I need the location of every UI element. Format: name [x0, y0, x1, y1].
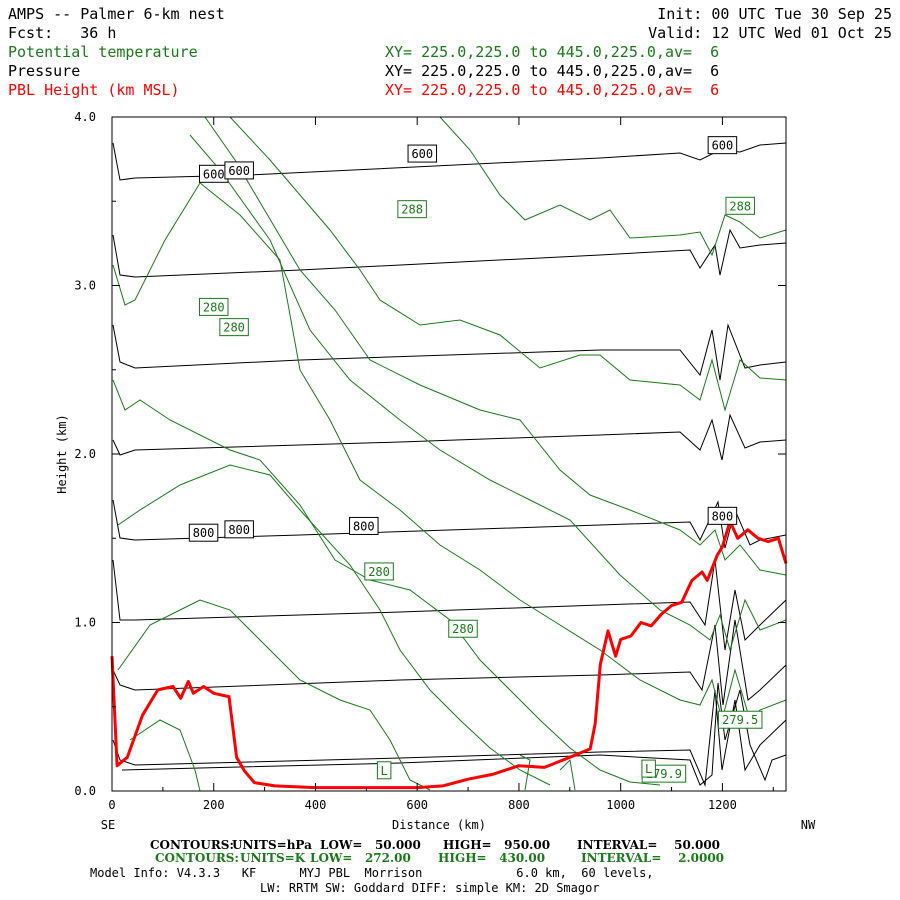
svg-text:288: 288 — [729, 199, 751, 213]
svg-text:280: 280 — [223, 321, 245, 335]
footer-theta-units: UNITS=K — [240, 851, 306, 865]
svg-text:800: 800 — [712, 509, 734, 523]
x-tick-label: 600 — [406, 798, 428, 812]
x-end-label-se: SE — [101, 818, 115, 832]
footer-pressure-low: LOW= 50.000 — [320, 838, 421, 852]
model-info-line2: LW: RRTM SW: Goddard DIFF: simple KM: 2D… — [260, 881, 600, 895]
x-tick-label: 1200 — [708, 798, 737, 812]
pressure-contour-label: 600 — [407, 144, 438, 163]
theta-contour — [439, 116, 787, 257]
theta-contour — [117, 464, 551, 786]
y-tick-label: 2.0 — [74, 447, 96, 461]
footer-theta-label: CONTOURS: — [155, 851, 239, 865]
theta-contour — [112, 379, 661, 786]
axes: 0 200 400 600 800 1000 1200 0.0 1.0 2.0 3.0 4.0 Dist… — [55, 110, 816, 832]
svg-text:288: 288 — [401, 203, 423, 217]
y-tick-label: 1.0 — [74, 616, 96, 630]
svg-text:800: 800 — [353, 519, 375, 533]
pressure-contour — [112, 323, 787, 381]
field-name-theta: Potential temperature — [8, 43, 198, 61]
theta-contour-label: 280 — [219, 318, 249, 337]
pressure-contour — [112, 689, 787, 787]
field-xy-theta: XY= 225.0,225.0 to 445.0,225.0,av= 6 — [385, 43, 720, 61]
svg-text:280: 280 — [452, 622, 474, 636]
theta-contour-label: 280 — [364, 562, 394, 581]
svg-text:L: L — [645, 762, 652, 776]
theta-contour — [117, 599, 431, 791]
footer-pressure-label: CONTOURS: — [150, 838, 234, 852]
theta-contour — [129, 719, 201, 792]
theta-contour — [204, 116, 787, 576]
svg-text:280: 280 — [368, 565, 390, 579]
footer-theta-high: HIGH= 430.00 — [438, 851, 546, 865]
pressure-contour-label: 600 — [707, 136, 738, 155]
footer-pressure-units: UNITS=hPa — [232, 838, 312, 852]
pressure-contour — [112, 499, 787, 549]
contour-lines — [112, 116, 787, 792]
pressure-contour — [112, 413, 787, 461]
x-tick-label: 1000 — [606, 798, 635, 812]
theta-contour-label: 280 — [448, 619, 478, 638]
footer-theta-low: LOW= 272.00 — [310, 851, 411, 865]
pbl-height-series — [110, 519, 788, 790]
footer-pressure-interval: INTERVAL= 50.000 — [577, 838, 721, 852]
theta-contour-label: L — [641, 759, 656, 778]
y-tick-label: 3.0 — [74, 279, 96, 293]
svg-text:600: 600 — [411, 147, 433, 161]
pbl-height-line — [110, 519, 788, 790]
x-end-label-nw: NW — [801, 818, 816, 832]
svg-text:280: 280 — [203, 300, 225, 314]
y-axis-label: Height (km) — [55, 414, 69, 493]
pressure-contour-label: 600 — [198, 164, 229, 183]
field-name-pressure: Pressure — [8, 62, 81, 80]
y-tick-label: 0.0 — [74, 784, 96, 798]
footer-theta-interval: INTERVAL= 2.0000 — [581, 851, 725, 865]
theta-contour-label: 288 — [397, 200, 427, 219]
valid-time: Valid: 12 UTC Wed 01 Oct 25 — [648, 24, 892, 42]
pressure-contour — [112, 619, 787, 706]
theta-contour-label: 280 — [198, 297, 229, 316]
footer-pressure-high: HIGH= 950.00 — [443, 838, 551, 852]
svg-text:600: 600 — [712, 139, 734, 153]
chart-title: AMPS -- Palmer 6-km nest — [8, 5, 225, 23]
theta-contour — [519, 754, 576, 791]
model-info-line1: Model Info: V4.3.3 KF MYJ PBL Morrison 6… — [90, 866, 654, 880]
theta-contour — [229, 116, 787, 412]
svg-text:L: L — [381, 764, 388, 778]
plot-frame — [111, 116, 787, 792]
pressure-contour-label: 800 — [188, 523, 219, 542]
theta-contour-label: L — [376, 761, 392, 780]
field-name-pbl: PBL Height (km MSL) — [8, 81, 180, 99]
x-tick-label: 0 — [108, 798, 115, 812]
forecast-hour: Fcst: 36 h — [8, 24, 117, 42]
theta-contour-label: 279.5 — [717, 710, 763, 729]
svg-text:800: 800 — [228, 523, 250, 537]
pressure-contour-label: 800 — [707, 506, 738, 525]
pressure-contour-label: 800 — [349, 516, 379, 535]
pressure-contour — [121, 682, 787, 786]
pressure-contour-label: 600 — [224, 161, 254, 180]
pressure-contour-label: 800 — [224, 520, 254, 539]
x-tick-label: 400 — [305, 798, 327, 812]
x-axis-label: Distance (km) — [392, 818, 486, 832]
pressure-contour — [112, 228, 787, 278]
x-tick-label: 200 — [203, 798, 225, 812]
theta-contour — [112, 182, 787, 721]
init-time: Init: 00 UTC Tue 30 Sep 25 — [657, 5, 892, 23]
svg-text:600: 600 — [203, 167, 225, 181]
svg-text:800: 800 — [193, 526, 215, 540]
pressure-contour — [112, 142, 787, 181]
svg-text:279.5: 279.5 — [722, 713, 758, 727]
theta-contour — [189, 134, 787, 652]
theta-contour-label: 288 — [725, 196, 755, 215]
svg-text:600: 600 — [228, 164, 250, 178]
pressure-contour — [112, 559, 787, 651]
x-tick-label: 800 — [508, 798, 530, 812]
field-xy-pbl: XY= 225.0,225.0 to 445.0,225.0,av= 6 — [385, 81, 720, 99]
y-tick-label: 4.0 — [74, 110, 96, 124]
field-xy-pressure: XY= 225.0,225.0 to 445.0,225.0,av= 6 — [385, 62, 720, 80]
